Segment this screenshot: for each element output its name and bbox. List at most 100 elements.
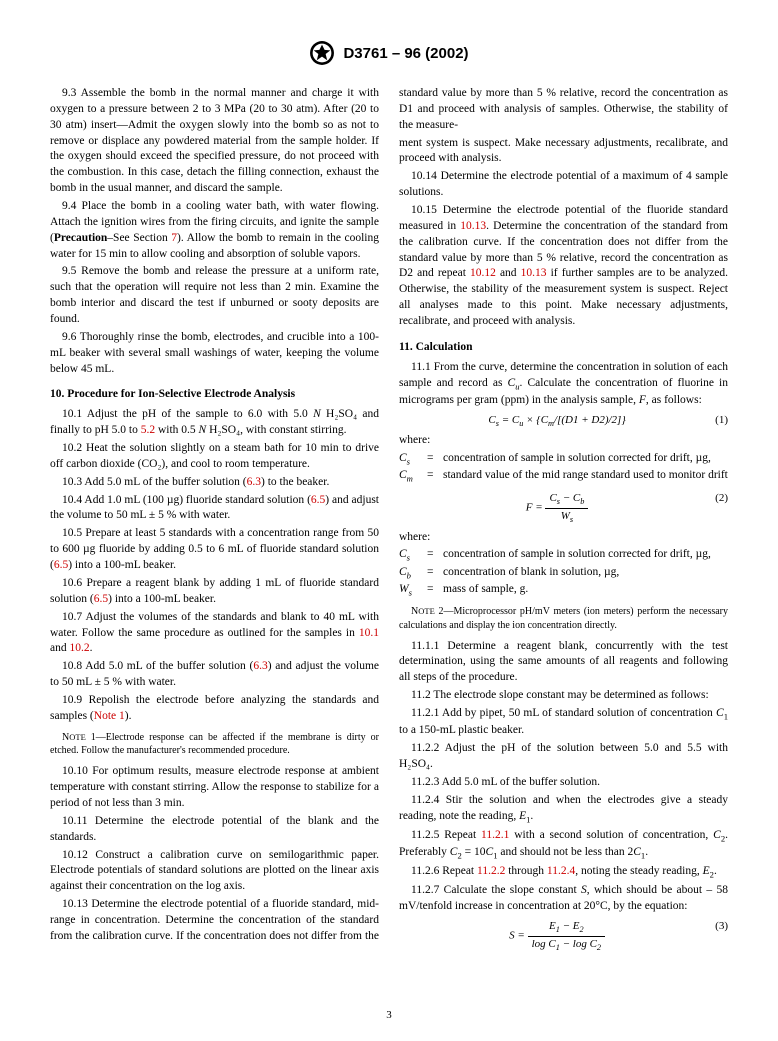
t: ). [125, 710, 132, 722]
ref-6-5c: 6.5 [94, 593, 108, 605]
t: and [496, 267, 521, 279]
t: and should not be less than 2 [498, 846, 634, 858]
para-11-2-5: 11.2.5 Repeat 11.2.1 with a second solut… [399, 828, 728, 862]
astm-logo [309, 40, 335, 66]
para-11-2-2: 11.2.2 Adjust the pH of the solution bet… [399, 741, 728, 773]
para-10-13-cont: ment system is suspect. Make necessary a… [399, 136, 728, 168]
ref-note-1: Note 1 [94, 710, 125, 722]
def-cb: Cb=concentration of blank in solution, µ… [399, 565, 728, 582]
t: 11.2.6 Repeat [411, 865, 477, 877]
def-cs: Cs=concentration of sample in solution c… [399, 451, 728, 468]
para-11-1-1: 11.1.1 Determine a reagent blank, concur… [399, 639, 728, 687]
ref-6-5a: 6.5 [311, 494, 325, 506]
def-list-2: Cs=concentration of sample in solution c… [399, 547, 728, 599]
para-9-3: 9.3 Assemble the bomb in the normal mann… [50, 86, 379, 197]
page: D3761 – 96 (2002) 9.3 Assemble the bomb … [0, 0, 778, 1041]
t: 11.2.1 Add by pipet, 50 mL of standard s… [411, 707, 716, 719]
section-11-title: 11. Calculation [399, 340, 728, 356]
where-1: where: [399, 433, 728, 449]
def-list-1: Cs=concentration of sample in solution c… [399, 451, 728, 485]
note-2: NOTE 2—Microprocessor pH/mV meters (ion … [399, 605, 728, 633]
ref-6-3b: 6.3 [253, 660, 267, 672]
ref-10-1: 10.1 [359, 627, 379, 639]
note-1: NOTE 1—Electrode response can be affecte… [50, 731, 379, 759]
para-9-5: 9.5 Remove the bomb and release the pres… [50, 264, 379, 327]
para-11-2-1: 11.2.1 Add by pipet, 50 mL of standard s… [399, 706, 728, 739]
d: mass of sample, g. [443, 582, 728, 599]
equation-1: Cs = Cu × {Cm/[(D1 + D2)/2]}(1) [399, 413, 728, 430]
def-ws: Ws=mass of sample, g. [399, 582, 728, 599]
precaution-label: Precaution [54, 232, 107, 244]
page-number: 3 [0, 1009, 778, 1021]
t: and [50, 642, 69, 654]
def-cm: Cm=standard value of the mid range stand… [399, 468, 728, 485]
t: 11.2.7 Calculate the slope constant [411, 884, 581, 896]
t: ) into a 100-mL beaker. [68, 559, 176, 571]
ref-6-3a: 6.3 [247, 476, 261, 488]
t: . [530, 810, 533, 822]
t: to a 150-mL plastic beaker. [399, 724, 524, 736]
para-10-6: 10.6 Prepare a reagent blank by adding 1… [50, 576, 379, 608]
t: , as follows: [646, 394, 702, 406]
ref-10-13b: 10.13 [521, 267, 547, 279]
t: 10.4 Add 1.0 mL (100 µg) fluoride standa… [62, 494, 311, 506]
where-2: where: [399, 530, 728, 546]
t: with 0.5 [155, 424, 198, 436]
para-10-11: 10.11 Determine the electrode potential … [50, 814, 379, 846]
t: . [645, 846, 648, 858]
para-10-2: 10.2 Heat the solution slightly on a ste… [50, 441, 379, 473]
para-9-4: 9.4 Place the bomb in a cooling water ba… [50, 199, 379, 262]
para-10-3: 10.3 Add 5.0 mL of the buffer solution (… [50, 475, 379, 491]
ref-11-2-4: 11.2.4 [547, 865, 575, 877]
eq2-num: (2) [715, 491, 728, 506]
para-11-2-6: 11.2.6 Repeat 11.2.2 through 11.2.4, not… [399, 864, 728, 881]
t: 11.2.5 Repeat [411, 829, 481, 841]
t: 10.1 Adjust the pH of the sample to 6.0 … [62, 408, 313, 420]
para-10-1: 10.1 Adjust the pH of the sample to 6.0 … [50, 407, 379, 439]
def-cs2: Cs=concentration of sample in solution c… [399, 547, 728, 564]
para-10-12: 10.12 Construct a calibration curve on s… [50, 848, 379, 896]
t: through [505, 865, 547, 877]
para-9-6: 9.6 Thoroughly rinse the bomb, electrode… [50, 330, 379, 378]
equation-3: S = E1 − E2log C1 − log C2(3) [399, 919, 728, 953]
eq1-num: (1) [715, 413, 728, 428]
ref-11-2-1: 11.2.1 [481, 829, 509, 841]
doc-title: D3761 – 96 (2002) [343, 45, 468, 62]
para-10-8: 10.8 Add 5.0 mL of the buffer solution (… [50, 659, 379, 691]
equation-2: F = Cs − CbWs(2) [399, 491, 728, 525]
d: concentration of sample in solution corr… [443, 451, 728, 468]
para-10-7: 10.7 Adjust the volumes of the standards… [50, 610, 379, 658]
d: standard value of the mid range standard… [443, 468, 728, 485]
body-columns: 9.3 Assemble the bomb in the normal mann… [50, 86, 728, 953]
para-10-5: 10.5 Prepare at least 5 standards with a… [50, 526, 379, 574]
para-11-2: 11.2 The electrode slope constant may be… [399, 688, 728, 704]
header: D3761 – 96 (2002) [50, 40, 728, 66]
t: 10.7 Adjust the volumes of the standards… [50, 611, 379, 639]
ref-6-5b: 6.5 [54, 559, 68, 571]
para-10-10: 10.10 For optimum results, measure elect… [50, 764, 379, 812]
ref-10-2: 10.2 [69, 642, 89, 654]
eq3-num: (3) [715, 919, 728, 934]
para-10-14: 10.14 Determine the electrode potential … [399, 169, 728, 201]
ref-11-2-2: 11.2.2 [477, 865, 505, 877]
t: with a second solution of concentration, [509, 829, 713, 841]
t: 11.2.4 Stir the solution and when the el… [399, 794, 728, 822]
para-10-15: 10.15 Determine the electrode potential … [399, 203, 728, 330]
t: 10.3 Add 5.0 mL of the buffer solution ( [62, 476, 247, 488]
t: ) to the beaker. [261, 476, 329, 488]
d: concentration of sample in solution corr… [443, 547, 728, 564]
t: . [714, 865, 717, 877]
para-10-9: 10.9 Repolish the electrode before analy… [50, 693, 379, 725]
t: –See Section [107, 232, 171, 244]
para-11-2-4: 11.2.4 Stir the solution and when the el… [399, 793, 728, 826]
ref-10-13a: 10.13 [460, 220, 486, 232]
para-11-2-7: 11.2.7 Calculate the slope constant S, w… [399, 883, 728, 915]
section-10-title: 10. Procedure for Ion-Selective Electrod… [50, 387, 379, 403]
ref-5-2: 5.2 [141, 424, 155, 436]
ref-10-12b: 10.12 [470, 267, 496, 279]
d: concentration of blank in solution, µg, [443, 565, 728, 582]
para-11-1: 11.1 From the curve, determine the conce… [399, 360, 728, 409]
t: = 10 [462, 846, 486, 858]
t: ) into a 100-mL beaker. [108, 593, 216, 605]
t: , noting the steady reading, [575, 865, 702, 877]
